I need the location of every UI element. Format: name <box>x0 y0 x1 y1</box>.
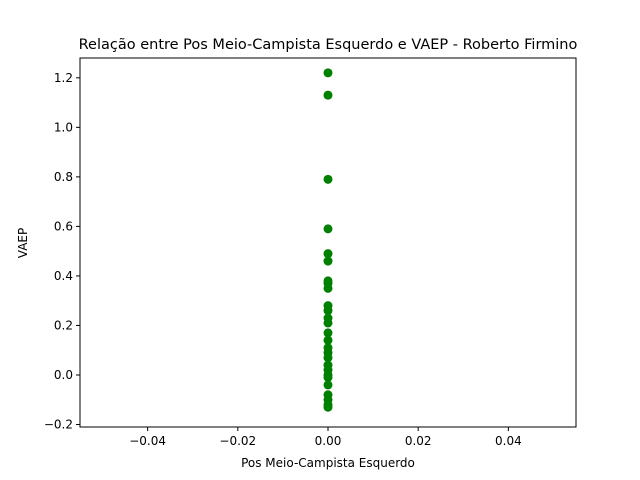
x-tick-label: 0.00 <box>315 434 342 448</box>
x-tick-label: −0.04 <box>129 434 166 448</box>
data-point-13 <box>323 328 333 338</box>
data-point-22 <box>323 380 333 390</box>
data-point-1 <box>323 90 333 100</box>
y-axis-label: VAEP <box>16 228 30 258</box>
data-point-26 <box>323 402 333 412</box>
x-axis-ticks: −0.04 −0.02 0.00 0.02 0.04 <box>129 427 522 448</box>
data-point-2 <box>323 174 333 184</box>
data-point-3 <box>323 224 333 234</box>
data-point-8 <box>323 283 333 293</box>
y-tick-label: 0.8 <box>54 170 73 184</box>
data-point-4 <box>323 249 333 259</box>
data-point-5 <box>323 256 333 266</box>
y-tick-label: 1.2 <box>54 71 73 85</box>
data-point-17 <box>323 353 333 363</box>
y-axis-ticks: −0.2 0.0 0.2 0.4 0.6 0.8 1.0 1.2 <box>44 71 80 432</box>
x-tick-label: −0.02 <box>219 434 256 448</box>
data-point-0 <box>323 68 333 78</box>
x-tick-label: 0.02 <box>405 434 432 448</box>
y-tick-label: 1.0 <box>54 120 73 134</box>
chart-title: Relação entre Pos Meio-Campista Esquerdo… <box>79 37 578 53</box>
y-tick-label: 0.6 <box>54 219 73 233</box>
x-tick-label: 0.04 <box>495 434 522 448</box>
data-point-21 <box>323 372 333 382</box>
points-layer <box>323 68 333 412</box>
y-tick-label: 0.0 <box>54 368 73 382</box>
data-point-10 <box>323 306 333 316</box>
data-point-14 <box>323 335 333 345</box>
y-tick-label: −0.2 <box>44 418 73 432</box>
x-axis-label: Pos Meio-Campista Esquerdo <box>241 456 415 470</box>
data-point-12 <box>323 318 333 328</box>
y-tick-label: 0.2 <box>54 318 73 332</box>
y-tick-label: 0.4 <box>54 269 73 283</box>
